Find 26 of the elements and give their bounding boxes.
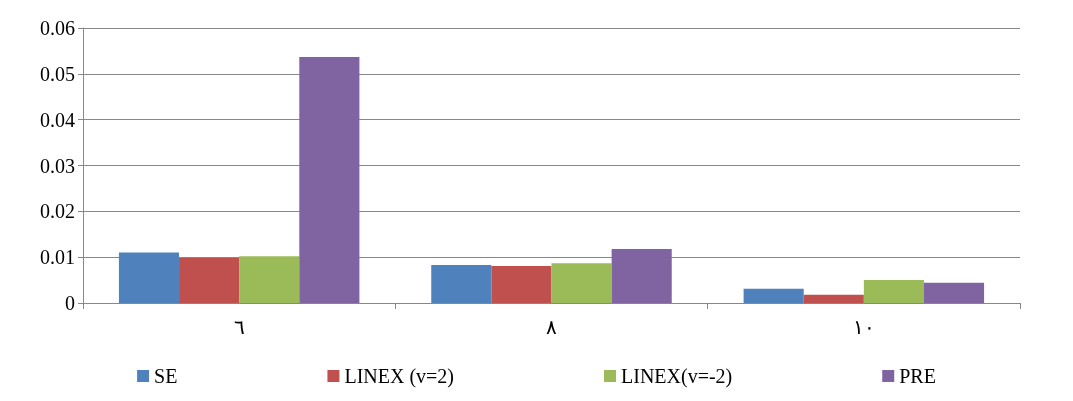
bar <box>491 265 552 303</box>
y-tick-label: 0.05 <box>40 62 75 85</box>
y-tick-label: 0.02 <box>40 200 75 223</box>
bar <box>551 263 612 303</box>
bar <box>863 280 924 303</box>
y-tick-label: 0 <box>65 292 75 314</box>
bar <box>923 282 985 303</box>
bar <box>299 56 360 303</box>
legend-label: PRE <box>899 365 936 387</box>
bar <box>431 264 492 303</box>
legend-label: LINEX (v=2) <box>344 365 455 388</box>
bar <box>179 258 240 303</box>
bar <box>743 288 804 303</box>
y-tick-label: 0.01 <box>40 246 75 269</box>
legend-label: SE <box>154 365 178 387</box>
y-tick-label: 0.04 <box>40 108 75 131</box>
legend-label: LINEX(v=-2) <box>621 365 733 388</box>
x-tick-label: ٨ <box>546 316 557 338</box>
bar <box>803 294 864 303</box>
bar <box>118 252 180 303</box>
y-tick-label: 0.06 <box>40 17 75 39</box>
bar <box>239 256 300 303</box>
x-tick-label: ١٠ <box>852 316 875 338</box>
y-tick-label: 0.03 <box>40 154 75 177</box>
bar <box>611 248 672 303</box>
x-tick-label: ٦ <box>233 316 245 338</box>
